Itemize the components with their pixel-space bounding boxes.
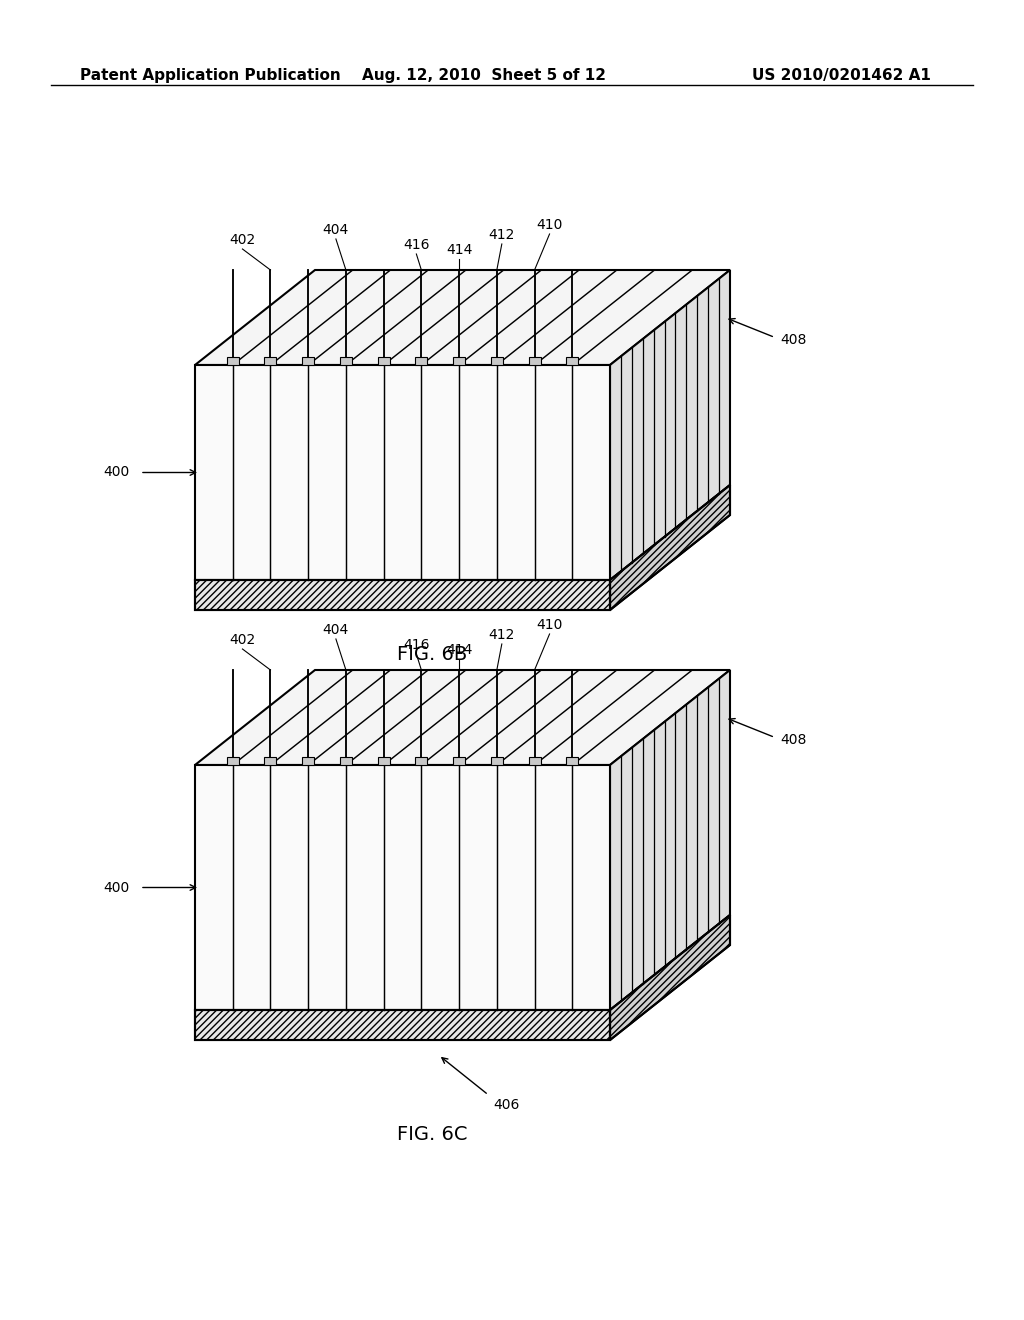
Text: 414: 414 [445, 243, 472, 257]
Text: 412: 412 [488, 228, 515, 242]
Text: 402: 402 [229, 234, 256, 247]
Polygon shape [610, 271, 730, 579]
Polygon shape [195, 766, 610, 1010]
Text: 416: 416 [403, 238, 430, 252]
Polygon shape [195, 271, 730, 366]
Polygon shape [528, 756, 541, 766]
Polygon shape [226, 756, 239, 766]
Polygon shape [378, 356, 390, 366]
Polygon shape [195, 579, 610, 610]
Text: 404: 404 [323, 623, 349, 638]
Text: 400: 400 [103, 466, 130, 479]
Text: FIG. 6B: FIG. 6B [397, 645, 468, 664]
Polygon shape [226, 356, 239, 366]
Polygon shape [490, 356, 503, 366]
Text: 410: 410 [537, 218, 563, 232]
Polygon shape [610, 484, 730, 610]
Text: 408: 408 [780, 733, 806, 747]
Polygon shape [340, 756, 352, 766]
Polygon shape [378, 756, 390, 766]
Text: 412: 412 [488, 628, 515, 642]
Polygon shape [195, 671, 730, 766]
Polygon shape [264, 756, 276, 766]
Polygon shape [340, 356, 352, 366]
Text: 414: 414 [445, 643, 472, 657]
Text: FIG. 6C: FIG. 6C [397, 1125, 468, 1144]
Polygon shape [610, 915, 730, 1040]
Text: 400: 400 [103, 880, 130, 895]
Polygon shape [490, 756, 503, 766]
Polygon shape [416, 356, 427, 366]
Text: 416: 416 [403, 638, 430, 652]
Polygon shape [566, 756, 579, 766]
Text: Aug. 12, 2010  Sheet 5 of 12: Aug. 12, 2010 Sheet 5 of 12 [362, 69, 606, 83]
Polygon shape [453, 356, 465, 366]
Polygon shape [264, 356, 276, 366]
Polygon shape [302, 356, 314, 366]
Text: Patent Application Publication: Patent Application Publication [80, 69, 341, 83]
Text: 406: 406 [494, 1098, 520, 1111]
Polygon shape [610, 671, 730, 1010]
Polygon shape [453, 756, 465, 766]
Polygon shape [528, 356, 541, 366]
Text: 410: 410 [537, 618, 563, 632]
Polygon shape [566, 356, 579, 366]
Polygon shape [195, 366, 610, 579]
Text: US 2010/0201462 A1: US 2010/0201462 A1 [752, 69, 931, 83]
Text: 404: 404 [323, 223, 349, 238]
Polygon shape [416, 756, 427, 766]
Text: 402: 402 [229, 634, 256, 647]
Polygon shape [302, 756, 314, 766]
Polygon shape [195, 1010, 610, 1040]
Text: 408: 408 [780, 333, 806, 346]
